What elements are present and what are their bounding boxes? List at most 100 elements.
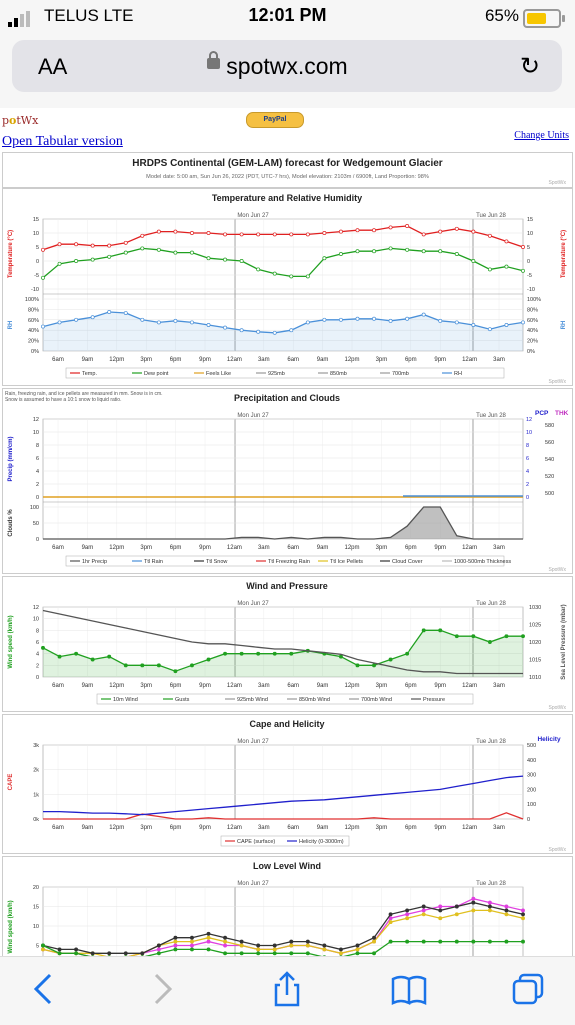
precip-tick: 12 xyxy=(33,417,39,423)
gust-point xyxy=(389,654,392,657)
hour-tick: 12am xyxy=(227,683,242,689)
thk-tick: 500 xyxy=(545,491,554,497)
cape-tick: 2k xyxy=(33,768,39,774)
precip-tick: 2 xyxy=(36,482,39,488)
dew-point xyxy=(505,265,508,268)
url-text[interactable]: spotwx.com xyxy=(12,53,562,80)
wind-point xyxy=(91,658,94,661)
hour-tick: 12pm xyxy=(109,825,124,831)
lowwind-3-point xyxy=(455,940,458,943)
pcp-tick: 10 xyxy=(526,430,532,436)
lowwind-2-point xyxy=(174,936,177,939)
dew-point xyxy=(91,258,94,261)
pressure-tick: 1030 xyxy=(529,605,541,611)
lowwind-2-point xyxy=(505,909,508,912)
wind-point xyxy=(339,655,342,658)
precip-panel: Rain, freezing rain, and ice pellets are… xyxy=(2,388,573,574)
legend-item: Ttl Ice Pellets xyxy=(330,559,363,565)
wind-point xyxy=(257,652,260,655)
wind-point xyxy=(488,640,491,643)
rh-axis-label: RH xyxy=(8,321,14,330)
rh-tick: 0% xyxy=(31,349,39,355)
dew-point xyxy=(58,262,61,265)
rh-tick-right: 60% xyxy=(527,318,538,324)
wind-point xyxy=(290,652,293,655)
temp-point xyxy=(91,244,94,247)
hour-tick: 9am xyxy=(317,357,329,363)
gust-point xyxy=(488,637,491,640)
lowwind-0-point xyxy=(174,944,177,947)
plot-area xyxy=(43,419,523,539)
pressure-axis-label: Sea Level Pressure (mbar) xyxy=(561,604,567,679)
lowwind-tick: 15 xyxy=(33,905,39,911)
rh-point xyxy=(472,323,475,326)
lowwind-0-point xyxy=(472,897,475,900)
temp-tick-right: -10 xyxy=(527,287,535,293)
lowwind-2-point xyxy=(273,944,276,947)
lowwind-0-point xyxy=(505,905,508,908)
day-label-1: Mon Jun 27 xyxy=(237,413,269,419)
chart-title: Wind and Pressure xyxy=(246,581,327,591)
tabs-icon[interactable] xyxy=(508,971,548,1007)
chart-title: Temperature and Relative Humidity xyxy=(212,193,362,203)
hour-tick: 3pm xyxy=(376,545,388,551)
legend-item: 1000-500mb Thickness xyxy=(454,559,511,565)
bookmarks-icon[interactable] xyxy=(389,971,429,1007)
lowwind-1-point xyxy=(290,944,293,947)
hour-tick: 9pm xyxy=(199,357,211,363)
dew-point xyxy=(488,268,491,271)
temp-axis-label: Temperature (°C) xyxy=(8,230,14,278)
reload-icon[interactable]: ↻ xyxy=(520,52,540,81)
gust-point xyxy=(505,631,508,634)
lowwind-2-point xyxy=(389,913,392,916)
hour-tick: 9pm xyxy=(199,825,211,831)
rh-tick: 100% xyxy=(25,297,39,303)
rh-point xyxy=(339,318,342,321)
dew-point xyxy=(273,272,276,275)
paypal-donate-button[interactable]: PayPal xyxy=(246,112,304,128)
gust-point xyxy=(207,654,210,657)
lowwind-2-point xyxy=(108,952,111,955)
lowwind-1-point xyxy=(505,913,508,916)
gust-point xyxy=(108,651,111,654)
share-icon[interactable] xyxy=(267,971,307,1007)
gust-point xyxy=(240,649,243,652)
browser-toolbar xyxy=(0,956,575,1025)
temp-point xyxy=(505,240,508,243)
temp-point xyxy=(124,241,127,244)
site-logo[interactable]: potWx xyxy=(2,114,38,127)
temp-point xyxy=(240,233,243,236)
dew-point xyxy=(356,250,359,253)
temp-point xyxy=(157,230,160,233)
cloud-axis-label: Clouds % xyxy=(8,509,14,537)
change-units-link[interactable]: Change Units xyxy=(514,130,569,141)
lowwind-1-point xyxy=(422,913,425,916)
temp-point xyxy=(273,233,276,236)
gust-point xyxy=(455,631,458,634)
back-icon[interactable] xyxy=(24,971,64,1007)
day-label-2: Tue Jun 28 xyxy=(476,739,506,745)
gust-point xyxy=(257,649,260,652)
legend-item: Temp. xyxy=(82,371,97,377)
lowwind-1-point xyxy=(406,917,409,920)
status-bar: TELUS LTE 12:01 PM 65% xyxy=(0,0,575,34)
rh-point xyxy=(488,328,491,331)
open-tabular-link[interactable]: Open Tabular version xyxy=(2,134,123,150)
address-bar[interactable]: AA spotwx.com ↻ xyxy=(12,40,562,92)
hour-tick: 9pm xyxy=(434,683,446,689)
temp-tick: -10 xyxy=(31,287,39,293)
rh-point xyxy=(223,326,226,329)
wind-point xyxy=(240,652,243,655)
dew-point xyxy=(41,276,44,279)
legend-item: Gusts xyxy=(175,697,190,703)
forward-icon[interactable] xyxy=(142,971,182,1007)
gust-point xyxy=(306,646,309,649)
day-label-2: Tue Jun 28 xyxy=(476,213,506,219)
lowwind-2-point xyxy=(190,936,193,939)
hour-tick: 9am xyxy=(82,357,94,363)
day-label-2: Tue Jun 28 xyxy=(476,413,506,419)
lowwind-2-point xyxy=(124,952,127,955)
wind-point xyxy=(356,664,359,667)
